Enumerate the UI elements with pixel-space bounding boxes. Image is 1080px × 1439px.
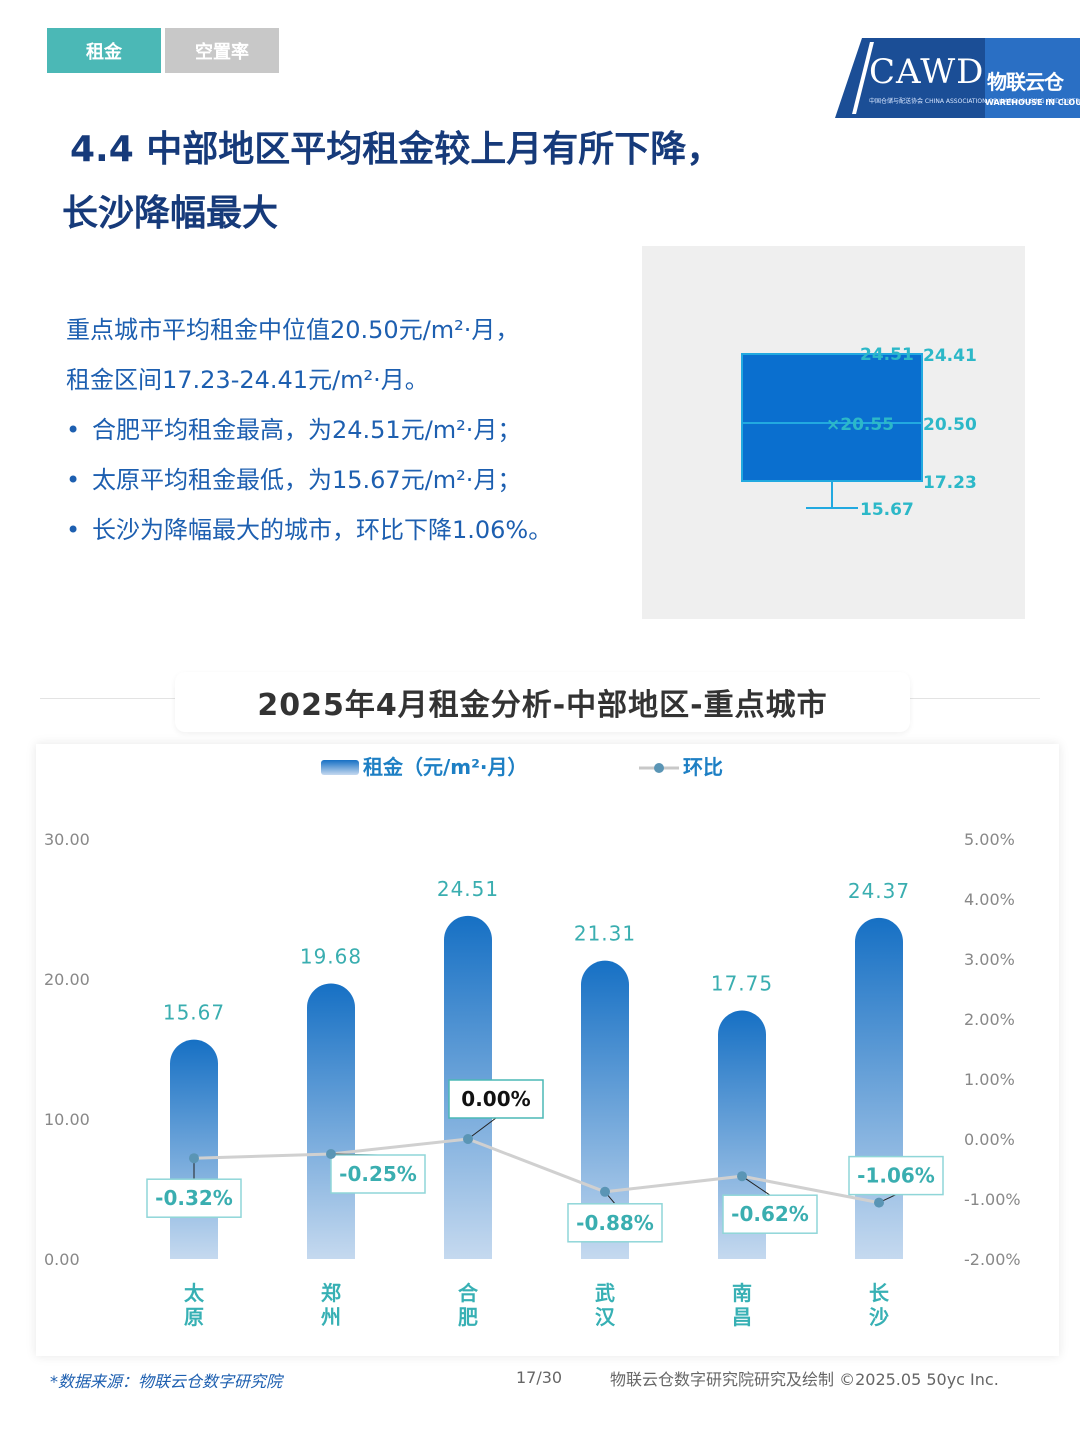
mom-marker [463, 1134, 473, 1144]
y-right-tick-label: 2.00% [964, 1010, 1015, 1029]
x-category-label: 汉 [595, 1305, 616, 1329]
mom-value-label: -0.88% [576, 1211, 654, 1235]
y-left-tick-label: 0.00 [44, 1250, 80, 1269]
mom-value-label: -0.25% [339, 1162, 417, 1186]
summary-line2: 租金区间17.23-24.41元/m²·月。 [66, 366, 429, 394]
boxplot-svg: 24.51 24.41 ×20.55 20.50 17.23 15.67 [741, 345, 977, 520]
mom-label-box [567, 1203, 663, 1243]
boxplot-mean-label: ×20.55 [826, 415, 894, 435]
x-category-label: 原 [184, 1305, 204, 1329]
mom-marker [600, 1186, 610, 1197]
mom-label-leader [741, 1175, 771, 1196]
summary-bullet: 太原平均租金最低，为15.67元/m²·月； [66, 455, 552, 505]
mom-marker [326, 1149, 336, 1159]
tab-rent[interactable]: 租金 [47, 28, 161, 73]
x-category-label: 沙 [869, 1305, 889, 1329]
summary-text: 重点城市平均租金中位值20.50元/m²·月， 租金区间17.23-24.41元… [66, 305, 552, 555]
boxplot-q1-label: 17.23 [923, 473, 977, 493]
boxplot-box [741, 353, 923, 482]
bar-rent [855, 917, 903, 1259]
mom-value-label: -0.62% [731, 1202, 809, 1226]
y-right-tick-label: 1.00% [964, 1070, 1015, 1089]
rent-chart: 租金（元/m²·月） 环比 0.00 10.00 20.00 30.00 -2.00% -… [44, 755, 1021, 1329]
logo-cawd-text: CAWD [869, 52, 985, 92]
logo-brand-cn: 物联云仓 [987, 70, 1064, 94]
mom-label-box [448, 1079, 544, 1119]
legend-line-marker [654, 763, 664, 773]
mom-marker [189, 1153, 199, 1164]
y-right-tick-label: 3.00% [964, 950, 1015, 969]
summary-line1: 重点城市平均租金中位值20.50元/m²·月， [66, 316, 520, 344]
boxplot-median-label: 20.50 [923, 415, 977, 435]
y-right-tick-label: 0.00% [964, 1130, 1015, 1149]
legend-bar-swatch [321, 760, 359, 775]
mom-label-box [848, 1155, 944, 1196]
mom-line [193, 1137, 880, 1205]
x-category-label: 南 [732, 1281, 752, 1305]
cawd-logo: CAWD 中国仓储与配送协会 CHINA ASSOCIATION OF WARE… [835, 38, 1080, 118]
summary-bullet: 合肥平均租金最高，为24.51元/m²·月； [66, 405, 552, 455]
mom-label-leader [467, 1117, 497, 1140]
bar-value-label: 19.68 [300, 944, 362, 968]
mom-label-box [146, 1178, 242, 1218]
bar-value-label: 21.31 [574, 922, 636, 946]
bar-value-label: 24.51 [437, 877, 499, 901]
bar-rent [170, 1039, 218, 1259]
x-category-label: 郑 [321, 1281, 341, 1305]
logo-right-panel [985, 38, 1080, 118]
bar-rent [307, 983, 355, 1259]
y-right-tick-label: -1.00% [964, 1190, 1021, 1209]
page-title-line2: 长沙降幅最大 [62, 193, 279, 234]
page-title: 4.4 中部地区平均租金较上月有所下降， 长沙降幅最大 [62, 118, 722, 246]
boxplot-panel: 24.51 24.41 ×20.55 20.50 17.23 15.67 [642, 246, 1025, 619]
page-number: 17/30 [516, 1368, 563, 1387]
page-title-line1: 4.4 中部地区平均租金较上月有所下降， [70, 129, 723, 170]
y-right-tick-label: 4.00% [964, 890, 1015, 909]
footer-credit: 物联云仓数字研究院研究及绘制 ©2025.05 50yc Inc. [610, 1370, 999, 1389]
x-category-label: 武 [595, 1281, 615, 1305]
y-left-tick-label: 30.00 [44, 830, 90, 849]
x-category-label: 合 [458, 1281, 479, 1305]
x-category-label: 长 [869, 1281, 890, 1305]
boxplot-q3-label: 24.41 [923, 346, 977, 366]
tab-bar: 租金 空置率 [47, 28, 279, 73]
y-right-tick-label: -2.00% [964, 1250, 1021, 1269]
mom-value-label: 0.00% [461, 1087, 530, 1111]
chart-title: 2025年4月租金分析-中部地区-重点城市 [175, 672, 910, 732]
boxplot-max-label: 24.51 [860, 345, 914, 365]
mom-label-box [330, 1154, 426, 1194]
bar-value-label: 24.37 [848, 879, 910, 903]
legend-bar-label: 租金（元/m²·月） [363, 755, 528, 779]
tab-vacancy-rate[interactable]: 空置率 [165, 28, 279, 73]
mom-label-box [722, 1194, 818, 1234]
y-right-tick-label: 5.00% [964, 830, 1015, 849]
data-source: *数据来源：物联云仓数字研究院 [50, 1372, 283, 1391]
x-category-label: 肥 [458, 1305, 478, 1329]
logo-brand-en: WAREHOUSE IN CLOUD [985, 98, 1080, 107]
chart-card: 租金（元/m²·月） 环比 0.00 10.00 20.00 30.00 -2.00% -… [36, 744, 1059, 1356]
summary-bullet: 长沙为降幅最大的城市，环比下降1.06%。 [66, 505, 552, 555]
bar-value-label: 17.75 [711, 972, 773, 996]
boxplot-min-label: 15.67 [860, 500, 914, 520]
logo-subtitle: 中国仓储与配送协会 CHINA ASSOCIATION OF WAREHOUSI… [869, 98, 1080, 105]
x-category-label: 州 [321, 1305, 341, 1329]
x-category-label: 太 [184, 1281, 205, 1305]
legend-line-label: 环比 [683, 755, 723, 779]
mom-marker [737, 1171, 747, 1182]
mom-value-label: -1.06% [857, 1164, 935, 1188]
y-left-tick-label: 10.00 [44, 1110, 90, 1129]
bar-rent [581, 960, 629, 1259]
bar-value-label: 15.67 [163, 1001, 225, 1025]
y-left-tick-label: 20.00 [44, 970, 90, 989]
mom-marker [874, 1197, 884, 1208]
mom-value-label: -0.32% [155, 1186, 233, 1210]
chart-legend: 租金（元/m²·月） 环比 [321, 755, 723, 779]
x-category-label: 昌 [732, 1305, 752, 1329]
